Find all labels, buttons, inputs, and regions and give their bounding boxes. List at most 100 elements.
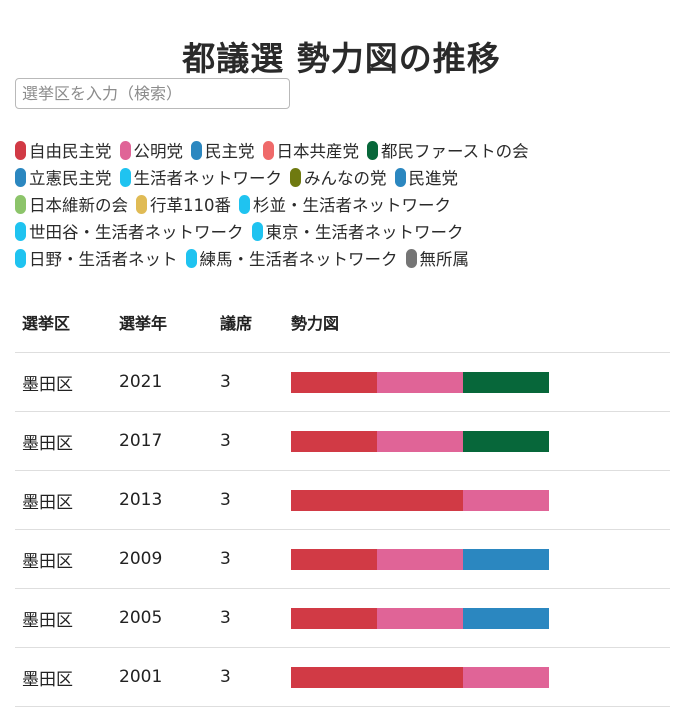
seat-segment: [291, 607, 377, 629]
table-body: 墨田区 2021 3 墨田区 2017 3 墨田区 2013 3 墨田区 2009 3 墨田区 2005 3…: [15, 353, 670, 707]
party-legend: 自由民主党 公明党 民主党 日本共産党 都民ファーストの会立憲民主党 生活者ネットワーク み…: [15, 139, 675, 269]
seats-cell: 3: [220, 431, 231, 451]
legend-label: みんなの党: [304, 169, 387, 188]
legend-label: 民主党: [205, 142, 255, 161]
year-cell: 2017: [119, 431, 163, 451]
header-power-chart: 勢力図: [291, 314, 340, 333]
seat-segment: [463, 430, 549, 452]
header-seats: 議席: [220, 314, 253, 333]
district-search-input[interactable]: [15, 78, 290, 109]
seats-cell: 3: [220, 372, 231, 392]
seat-segment: [463, 666, 549, 688]
seat-segment: [377, 666, 463, 688]
table-row: 墨田区 2005 3: [15, 589, 670, 648]
year-cell: 2021: [119, 372, 163, 392]
legend-swatch: [394, 167, 406, 187]
seat-segment: [377, 607, 463, 629]
district-cell: 墨田区: [22, 610, 73, 631]
seat-segment: [463, 548, 549, 570]
legend-swatch: [15, 221, 26, 241]
header-district: 選挙区: [22, 314, 71, 333]
seat-bar: [291, 371, 549, 393]
year-cell: 2013: [119, 490, 163, 510]
year-cell: 2001: [119, 667, 163, 687]
power-chart-cell: [285, 607, 670, 629]
legend-label: 立憲民主党: [29, 169, 112, 188]
results-table: 選挙区 選挙年 議席 勢力図 墨田区 2021 3 墨田区 2017 3 墨田区 2013 3 墨…: [15, 292, 670, 707]
legend-item: 行革110番: [136, 192, 231, 216]
legend-swatch: [185, 248, 197, 268]
legend-label: 日本共産党: [276, 142, 360, 161]
legend-swatch: [119, 167, 131, 187]
legend-label: 公明党: [133, 142, 184, 161]
table-row: 墨田区 2001 3: [15, 648, 670, 707]
table-row: 墨田区 2017 3: [15, 412, 670, 471]
legend-label: 杉並・生活者ネットワーク: [253, 196, 451, 215]
legend-item: 公明党: [119, 138, 184, 162]
seats-cell: 3: [220, 667, 231, 687]
district-cell: 墨田区: [22, 374, 73, 395]
power-chart-cell: [285, 371, 670, 393]
legend-label: 行革110番: [150, 196, 231, 215]
legend-label: 日野・生活者ネット: [29, 250, 178, 269]
legend-label: 生活者ネットワーク: [133, 169, 283, 188]
legend-label: 自由民主党: [29, 142, 112, 161]
district-cell: 墨田区: [22, 492, 73, 513]
seat-segment: [377, 548, 463, 570]
legend-swatch: [119, 140, 131, 160]
seat-segment: [291, 430, 377, 452]
district-cell: 墨田区: [22, 669, 73, 690]
district-cell: 墨田区: [22, 433, 73, 454]
legend-row: 世田谷・生活者ネットワーク 東京・生活者ネットワーク: [15, 220, 675, 242]
year-cell: 2005: [119, 608, 163, 628]
seat-segment: [291, 548, 377, 570]
seat-segment: [463, 489, 549, 511]
power-chart-cell: [285, 666, 670, 688]
legend-row: 立憲民主党 生活者ネットワーク みんなの党 民進党: [15, 166, 675, 188]
legend-label: 世田谷・生活者ネットワーク: [29, 223, 244, 242]
table-row: 墨田区 2013 3: [15, 471, 670, 530]
seat-bar: [291, 548, 549, 570]
legend-item: 世田谷・生活者ネットワーク: [15, 219, 244, 243]
header-year: 選挙年: [119, 314, 168, 333]
legend-swatch: [15, 167, 26, 187]
legend-label: 日本維新の会: [29, 196, 128, 215]
legend-swatch: [367, 140, 378, 160]
table-row: 墨田区 2021 3: [15, 353, 670, 412]
legend-label: 練馬・生活者ネットワーク: [199, 250, 398, 269]
seat-segment: [291, 371, 377, 393]
legend-item: 日野・生活者ネット: [15, 246, 178, 270]
seats-cell: 3: [220, 608, 231, 628]
legend-item: 生活者ネットワーク: [119, 165, 283, 189]
seat-segment: [463, 371, 549, 393]
legend-swatch: [15, 194, 26, 214]
seat-segment: [291, 666, 377, 688]
legend-item: 日本維新の会: [15, 192, 128, 216]
legend-swatch: [239, 194, 250, 214]
legend-item: 自由民主党: [15, 138, 112, 162]
legend-row: 日野・生活者ネット 練馬・生活者ネットワーク 無所属: [15, 247, 675, 269]
legend-label: 東京・生活者ネットワーク: [265, 223, 464, 242]
seats-cell: 3: [220, 549, 231, 569]
year-cell: 2009: [119, 549, 163, 569]
seats-cell: 3: [220, 490, 231, 510]
district-cell: 墨田区: [22, 551, 73, 572]
legend-swatch: [405, 248, 417, 268]
legend-item: 民主党: [191, 138, 255, 162]
seat-bar: [291, 430, 549, 452]
seat-segment: [377, 371, 463, 393]
legend-item: 東京・生活者ネットワーク: [251, 219, 464, 243]
legend-swatch: [290, 167, 301, 187]
legend-item: 練馬・生活者ネットワーク: [185, 246, 398, 270]
legend-item: 都民ファーストの会: [367, 138, 529, 162]
table-row: 墨田区 2009 3: [15, 530, 670, 589]
legend-item: 日本共産党: [262, 138, 360, 162]
table-header: 選挙区 選挙年 議席 勢力図: [15, 292, 670, 353]
legend-swatch: [15, 248, 26, 268]
page-title: 都議選 勢力図の推移: [182, 39, 501, 79]
legend-item: 立憲民主党: [15, 165, 112, 189]
legend-swatch: [136, 194, 147, 214]
seat-bar: [291, 489, 549, 511]
power-chart-cell: [285, 489, 670, 511]
legend-label: 民進党: [408, 169, 459, 188]
